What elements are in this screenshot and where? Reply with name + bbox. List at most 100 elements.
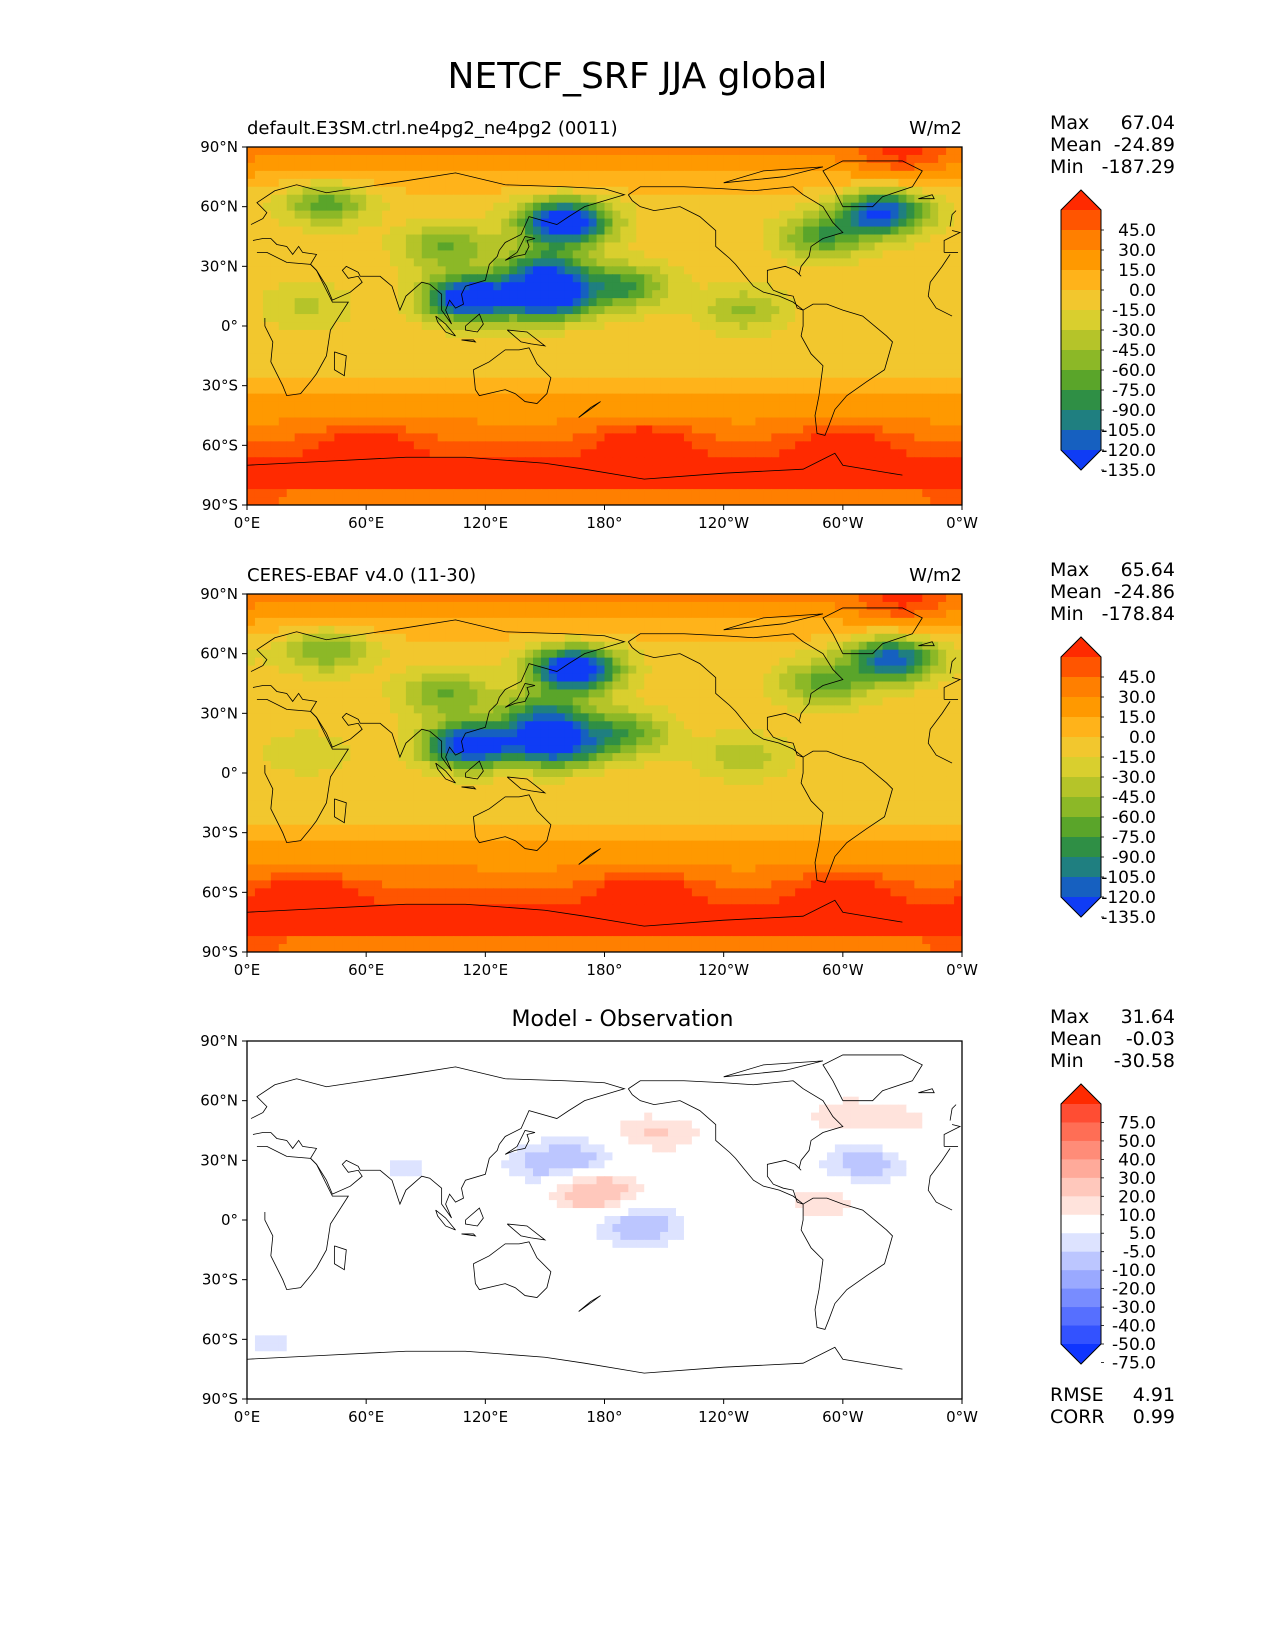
contour-cell [564, 234, 574, 244]
contour-cell [819, 242, 828, 252]
contour-cell [922, 329, 931, 339]
contour-cell [517, 401, 526, 411]
contour-cell [739, 274, 749, 283]
contour-cell [278, 665, 288, 675]
contour-cell [445, 290, 455, 299]
contour-cell [397, 377, 407, 387]
contour-cell [390, 625, 399, 635]
contour-cell [620, 377, 629, 387]
contour-cell [731, 210, 741, 220]
contour-cell [374, 665, 383, 675]
contour-cell [334, 385, 343, 395]
contour-cell [302, 194, 312, 204]
contour-cell [938, 385, 947, 395]
contour-cell [588, 393, 598, 403]
contour-cell [540, 170, 550, 180]
contour-cell [707, 601, 717, 611]
contour-cell [739, 465, 749, 474]
contour-cell [811, 242, 820, 252]
contour-cell [882, 290, 892, 299]
contour-cell [763, 609, 772, 619]
contour-cell [382, 210, 391, 220]
contour-cell [731, 234, 741, 244]
contour-cell [397, 481, 407, 490]
contour-cell [302, 657, 312, 667]
contour-cell [898, 234, 907, 244]
contour-cell [302, 154, 312, 164]
contour-cell [676, 306, 685, 315]
contour-cell [763, 449, 772, 458]
contour-cell [787, 353, 796, 363]
contour-cell [564, 314, 574, 323]
contour-cell [882, 609, 892, 619]
contour-cell [493, 258, 502, 267]
contour-cell [294, 401, 304, 411]
contour-cell [286, 226, 296, 236]
contour-cell [747, 258, 757, 267]
contour-cell [676, 417, 685, 427]
contour-cell [374, 489, 383, 498]
contour-cell [453, 401, 463, 411]
contour-cell [842, 234, 852, 244]
contour-cell [580, 473, 590, 482]
contour-cell [286, 617, 296, 627]
contour-cell [540, 298, 550, 307]
contour-cell [715, 322, 725, 331]
contour-cell [286, 601, 296, 611]
contour-cell [707, 274, 717, 283]
contour-cell [882, 625, 892, 635]
contour-cell [628, 266, 637, 275]
contour-cell [262, 441, 272, 450]
contour-cell [755, 425, 764, 434]
contour-cell [382, 322, 391, 331]
contour-cell [660, 154, 669, 164]
contour-cell [525, 465, 534, 474]
contour-cell [540, 625, 550, 635]
contour-cell [525, 473, 534, 482]
contour-cell [580, 594, 590, 603]
contour-cell [588, 489, 598, 498]
contour-cell [517, 409, 526, 419]
contour-cell [525, 258, 534, 267]
contour-cell [247, 234, 256, 244]
contour-cell [668, 417, 677, 427]
contour-cell [397, 649, 407, 659]
contour-cell [413, 345, 423, 355]
contour-cell [533, 314, 542, 323]
contour-cell [588, 409, 598, 419]
contour-cell [334, 337, 343, 347]
contour-cell [898, 409, 907, 419]
contour-cell [254, 337, 264, 347]
contour-cell [390, 234, 399, 244]
contour-cell [366, 162, 375, 172]
contour-cell [604, 186, 614, 196]
contour-cell [270, 194, 280, 204]
contour-cell [866, 641, 876, 651]
contour-cell [572, 274, 582, 283]
contour-cell [755, 345, 764, 355]
contour-cell [469, 314, 478, 323]
contour-cell [723, 385, 733, 395]
contour-cell [763, 162, 772, 172]
contour-cell [866, 594, 876, 603]
contour-cell [874, 353, 884, 363]
contour-cell [397, 322, 407, 331]
contour-cell [779, 617, 788, 627]
contour-cell [548, 369, 558, 379]
contour-cell [334, 377, 343, 387]
contour-cell [294, 314, 304, 323]
contour-cell [405, 633, 415, 643]
contour-cell [826, 202, 836, 212]
x-tick-label: 0°W [946, 514, 978, 532]
contour-cell [771, 242, 780, 252]
contour-cell [819, 147, 828, 156]
contour-cell [707, 361, 717, 371]
contour-cell [413, 329, 423, 339]
contour-cell [858, 258, 868, 267]
contour-cell [485, 361, 494, 371]
contour-cell [644, 369, 653, 379]
contour-cell [954, 385, 962, 395]
contour-cell [668, 154, 677, 164]
contour-cell [588, 154, 598, 164]
contour-cell [636, 147, 645, 156]
